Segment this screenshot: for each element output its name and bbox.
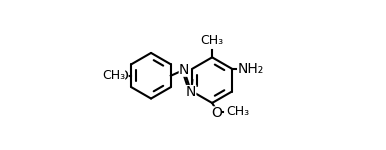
Text: N: N bbox=[179, 63, 189, 77]
Text: CH₃: CH₃ bbox=[226, 105, 249, 118]
Text: N: N bbox=[186, 85, 196, 99]
Text: O: O bbox=[211, 106, 222, 120]
Text: CH₃: CH₃ bbox=[102, 69, 125, 82]
Text: O: O bbox=[118, 69, 129, 83]
Text: NH₂: NH₂ bbox=[238, 62, 264, 76]
Text: CH₃: CH₃ bbox=[201, 34, 224, 47]
